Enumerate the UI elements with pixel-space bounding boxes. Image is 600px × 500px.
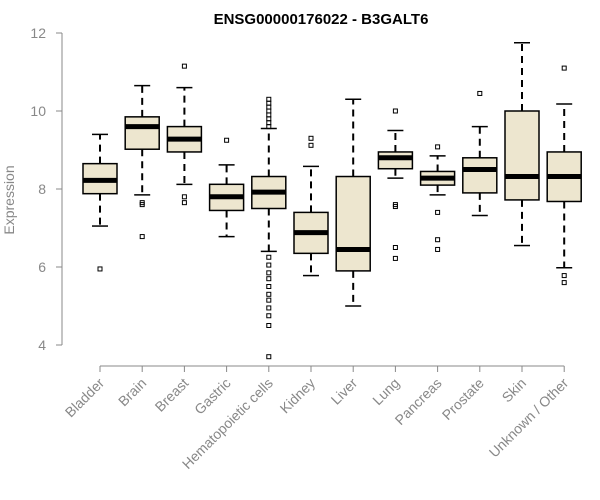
iqr-box: [377, 151, 414, 170]
outlier-point: [181, 200, 187, 206]
outlier-point: [266, 276, 272, 282]
y-axis: 4 6 8 10 12: [30, 25, 63, 353]
x-tick-label: Pancreas: [392, 375, 445, 428]
box-breast: [166, 63, 203, 206]
outlier-point: [266, 323, 272, 328]
outlier-point: [266, 284, 272, 289]
outlier-point: [266, 254, 272, 260]
iqr-box: [462, 157, 498, 194]
outlier-point: [266, 297, 272, 303]
outlier-point: [139, 234, 145, 240]
outlier-point: [266, 313, 272, 319]
outlier-point: [477, 90, 483, 96]
outlier-point: [181, 63, 187, 69]
boxes-group: [82, 42, 582, 360]
outlier-point: [561, 65, 567, 71]
iqr-box: [124, 116, 160, 150]
x-tick-label: Brain: [115, 375, 149, 409]
x-tick-label: Liver: [328, 375, 361, 408]
outlier-point: [266, 354, 272, 360]
y-axis-label: Expression: [1, 165, 17, 234]
outlier-point: [266, 270, 272, 276]
y-tick-label: 12: [30, 25, 46, 41]
outlier-point: [308, 142, 314, 148]
outlier-point: [392, 245, 398, 250]
box-pancreas: [419, 144, 456, 252]
box-unknown-other: [546, 65, 582, 286]
outlier-point: [97, 266, 103, 272]
box-prostate: [462, 90, 498, 217]
outlier-point: [181, 194, 187, 200]
y-tick-label: 8: [38, 181, 46, 197]
y-tick-label: 6: [38, 259, 46, 275]
outlier-point: [266, 124, 272, 130]
outlier-point: [266, 262, 272, 268]
chart-title: ENSG00000176022 - B3GALT6: [214, 11, 429, 28]
x-tick-label: Breast: [152, 375, 192, 415]
x-tick-label: Lung: [369, 375, 402, 408]
outlier-point: [266, 305, 272, 311]
x-tick-label: Bladder: [62, 375, 108, 421]
outlier-point: [266, 291, 272, 297]
box-skin: [504, 42, 540, 247]
box-brain: [124, 84, 160, 240]
outlier-point: [392, 108, 398, 114]
x-tick-label: Kidney: [277, 375, 319, 417]
box-bladder: [82, 133, 118, 272]
box-gastric: [208, 137, 245, 238]
box-hematopoietic-cells: [251, 96, 287, 360]
outlier-point: [308, 135, 314, 141]
iqr-box: [335, 175, 371, 272]
outlier-point: [435, 246, 441, 252]
outlier-point: [435, 237, 441, 243]
x-tick-label: Skin: [499, 375, 530, 406]
outlier-point: [139, 200, 145, 206]
outlier-point: [392, 204, 398, 210]
outlier-point: [435, 144, 441, 150]
box-kidney: [293, 135, 329, 277]
outlier-point: [224, 137, 230, 143]
outlier-point: [392, 255, 398, 261]
y-tick-label: 4: [38, 337, 46, 353]
box-liver: [335, 98, 371, 307]
iqr-box: [504, 110, 540, 201]
box-lung: [377, 108, 414, 261]
x-tick-label: Prostate: [439, 375, 487, 423]
y-tick-label: 10: [30, 103, 46, 119]
outlier-point: [435, 209, 441, 215]
outlier-point: [561, 273, 567, 279]
outlier-point: [561, 280, 567, 286]
x-tick-label: Unknown / Other: [486, 375, 572, 461]
